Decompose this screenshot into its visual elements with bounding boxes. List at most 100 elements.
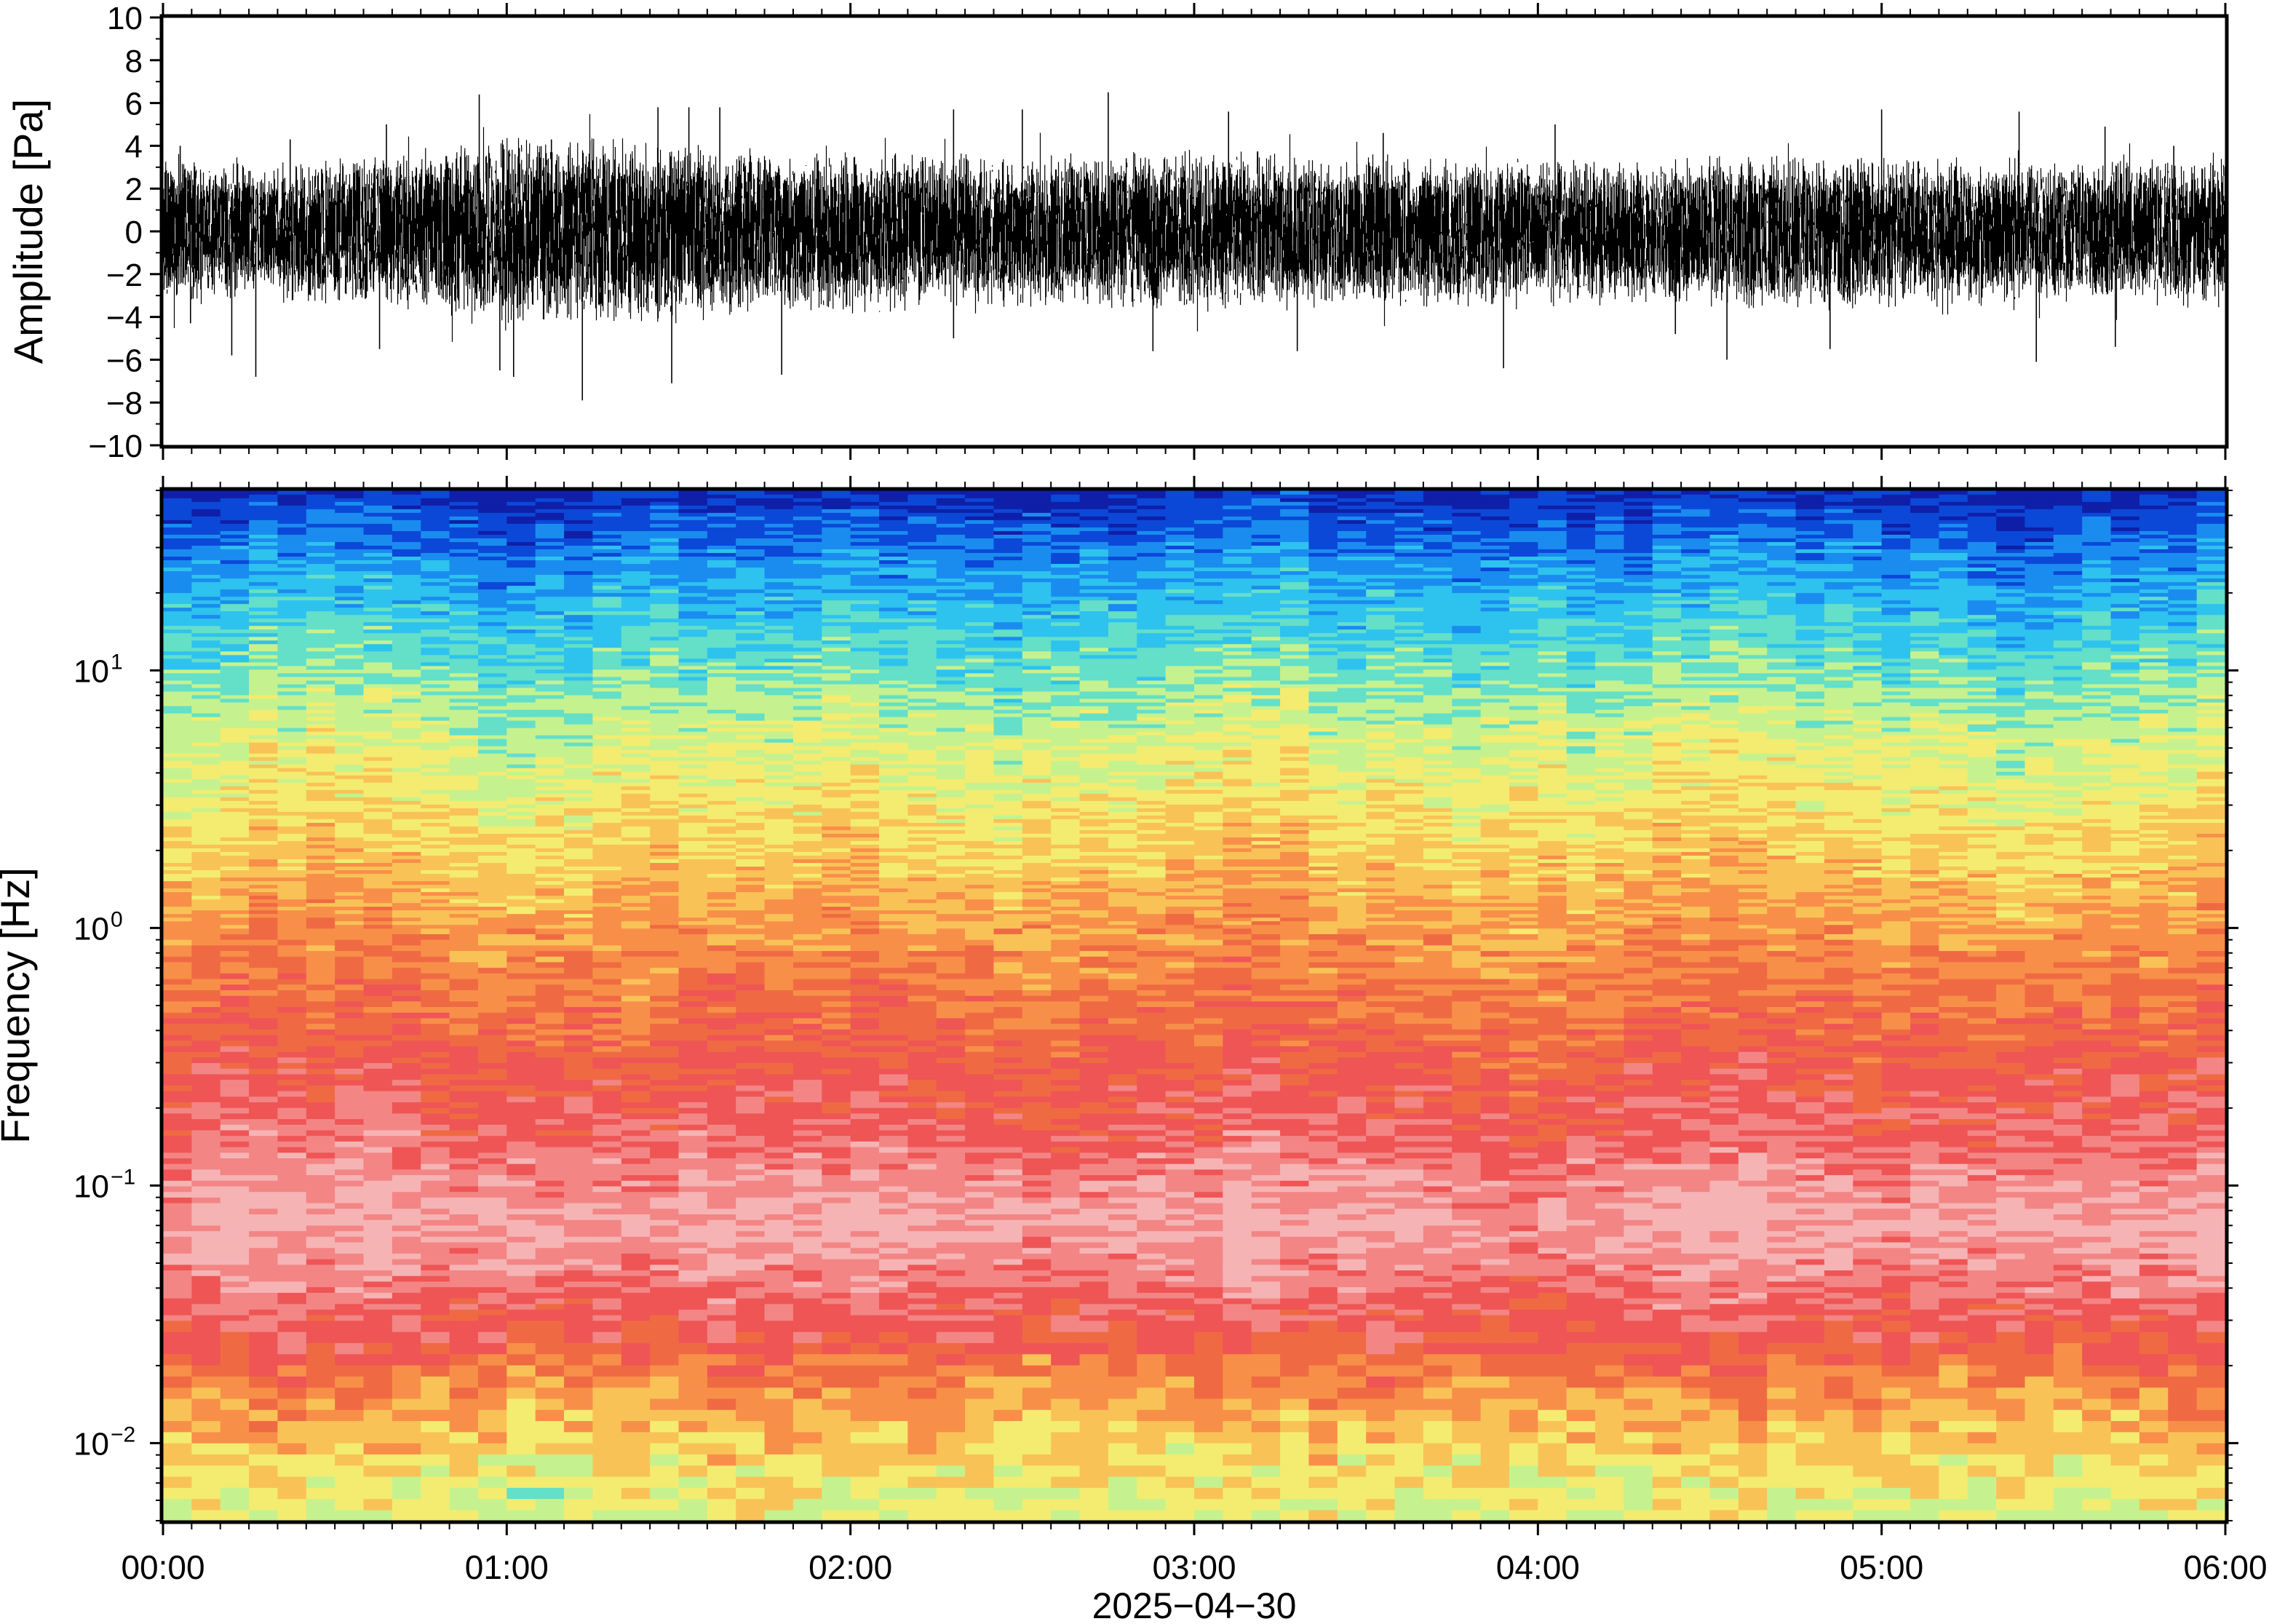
spectrogram-cell xyxy=(1194,1113,1223,1120)
spectrogram-cell xyxy=(478,1487,507,1499)
spectrogram-cell xyxy=(851,1124,880,1131)
spectrogram-cell xyxy=(1968,1062,1997,1069)
spectrogram-cell xyxy=(1308,1454,1338,1465)
spectrogram-cell xyxy=(1710,1387,1739,1398)
spectrogram-cell xyxy=(2054,1247,2083,1254)
spectrogram-cell xyxy=(1796,1214,1825,1220)
spectrogram-cell xyxy=(851,1286,880,1293)
spectrogram-cell xyxy=(592,1292,621,1299)
spectrogram-cell xyxy=(421,1057,450,1064)
spectrogram-cell xyxy=(1223,1286,1252,1293)
spectrogram-cell xyxy=(506,1281,536,1288)
spectrogram-cell xyxy=(249,1432,278,1444)
spectrogram-cell xyxy=(1252,1298,1281,1305)
spectrogram-cell xyxy=(1968,1174,1997,1181)
spectrogram-cell xyxy=(191,1303,220,1310)
spectrogram-cell xyxy=(1452,1332,1481,1343)
spectrogram-cell xyxy=(392,1420,421,1432)
spectrogram-cell xyxy=(1423,1315,1453,1321)
spectrogram-cell xyxy=(1681,1292,1710,1299)
spectrogram-cell xyxy=(364,1135,393,1142)
spectrogram-cell xyxy=(1509,1152,1538,1158)
spectrogram-cell xyxy=(335,1068,364,1075)
spectrogram-cell xyxy=(1853,1498,1882,1510)
spectrogram-cell xyxy=(2054,1135,2083,1142)
spectrogram-cell xyxy=(1595,1253,1624,1259)
spectrogram-cell xyxy=(1767,1420,1796,1432)
spectrogram-cell xyxy=(650,1259,679,1265)
spectrogram-cell xyxy=(1653,1487,1682,1499)
spectrogram-cell xyxy=(2111,1454,2140,1465)
spectrogram-cell xyxy=(249,1321,278,1332)
spectrogram-cell xyxy=(1022,1079,1052,1086)
spectrogram-cell xyxy=(564,1247,593,1254)
spectrogram-cell xyxy=(1738,1510,1768,1521)
spectrogram-cell xyxy=(736,1409,765,1421)
spectrogram-cell xyxy=(2024,1209,2054,1215)
spectrogram-cell xyxy=(2197,1186,2226,1193)
spectrogram-cell xyxy=(851,1186,880,1193)
spectrogram-cell xyxy=(2111,1259,2140,1265)
spectrogram-cell xyxy=(1280,1242,1309,1249)
spectrogram-cell xyxy=(564,1163,593,1170)
spectrogram-cell xyxy=(249,1281,278,1288)
spectrogram-cell xyxy=(1738,1141,1768,1147)
spectrogram-cell xyxy=(2111,1265,2140,1271)
spectrogram-cell xyxy=(707,1068,736,1075)
spectrogram-cell xyxy=(364,1130,393,1137)
spectrogram-cell xyxy=(822,1147,851,1153)
spectrogram-cell xyxy=(1853,1387,1882,1398)
spectrogram-cell xyxy=(1710,1365,1739,1377)
spectrogram-cell xyxy=(1796,1309,1825,1315)
spectrogram-cell xyxy=(2082,1281,2111,1288)
spectrogram-cell xyxy=(2082,1152,2111,1158)
spectrogram-cell xyxy=(937,1332,966,1343)
spectrogram-cell xyxy=(592,1387,621,1398)
spectrogram-cell xyxy=(1080,1420,1109,1432)
spectrogram-cell xyxy=(2111,1102,2140,1108)
spectrogram-cell xyxy=(277,1169,306,1176)
spectrogram-cell xyxy=(1681,1169,1710,1176)
spectrogram-cell xyxy=(1022,1315,1052,1321)
spectrogram-cell xyxy=(536,1315,565,1321)
spectrogram-cell xyxy=(1452,1068,1481,1075)
spectrogram-cell xyxy=(1681,1376,1710,1388)
spectrogram-cell xyxy=(679,1191,708,1198)
spectrogram-cell xyxy=(1882,1353,1911,1365)
spectrogram-cell xyxy=(1824,1186,1853,1193)
spectrogram-cell xyxy=(707,1214,736,1220)
spectrogram-cell xyxy=(1910,1214,1939,1220)
spectrogram-cell xyxy=(1366,1230,1395,1237)
spectrogram-cell xyxy=(478,1292,507,1299)
spectrogram-cell xyxy=(2054,1420,2083,1432)
spectrogram-cell xyxy=(1538,1465,1567,1476)
spectrogram-cell xyxy=(1595,1443,1624,1454)
spectrogram-cell xyxy=(1796,1409,1825,1421)
spectrogram-cell xyxy=(306,1051,335,1058)
spectrogram-cell xyxy=(277,1365,306,1377)
spectrogram-cell xyxy=(478,1376,507,1388)
spectrogram-cell xyxy=(1423,1079,1453,1086)
spectrogram-cell xyxy=(1395,1498,1424,1510)
spectrogram-cell xyxy=(306,1163,335,1170)
spectrogram-cell xyxy=(506,1135,536,1142)
spectrogram-cell xyxy=(1738,1203,1768,1209)
spectrogram-cell xyxy=(1595,1432,1624,1444)
spectrogram-cell xyxy=(1796,1432,1825,1444)
spectrogram-cell xyxy=(306,1275,335,1282)
spectrogram-cell xyxy=(506,1130,536,1137)
spectrogram-cell xyxy=(1022,1454,1052,1465)
spectrogram-cell xyxy=(1710,1219,1739,1226)
spectrogram-cell xyxy=(1080,1147,1109,1153)
spectrogram-cell xyxy=(1509,1409,1538,1421)
spectrogram-cell xyxy=(1166,1068,1195,1075)
spectrogram-cell xyxy=(1567,1387,1596,1398)
spectrogram-cell xyxy=(163,1409,192,1421)
spectrogram-cell xyxy=(1738,1321,1768,1332)
spectrogram-cell xyxy=(1853,1321,1882,1332)
spectrogram-cell xyxy=(564,1102,593,1108)
spectrogram-cell xyxy=(2168,1353,2197,1365)
spectrogram-cell xyxy=(1481,1124,1510,1131)
spectrogram-cell xyxy=(1882,1158,1911,1164)
spectrogram-cell xyxy=(1108,1270,1137,1276)
